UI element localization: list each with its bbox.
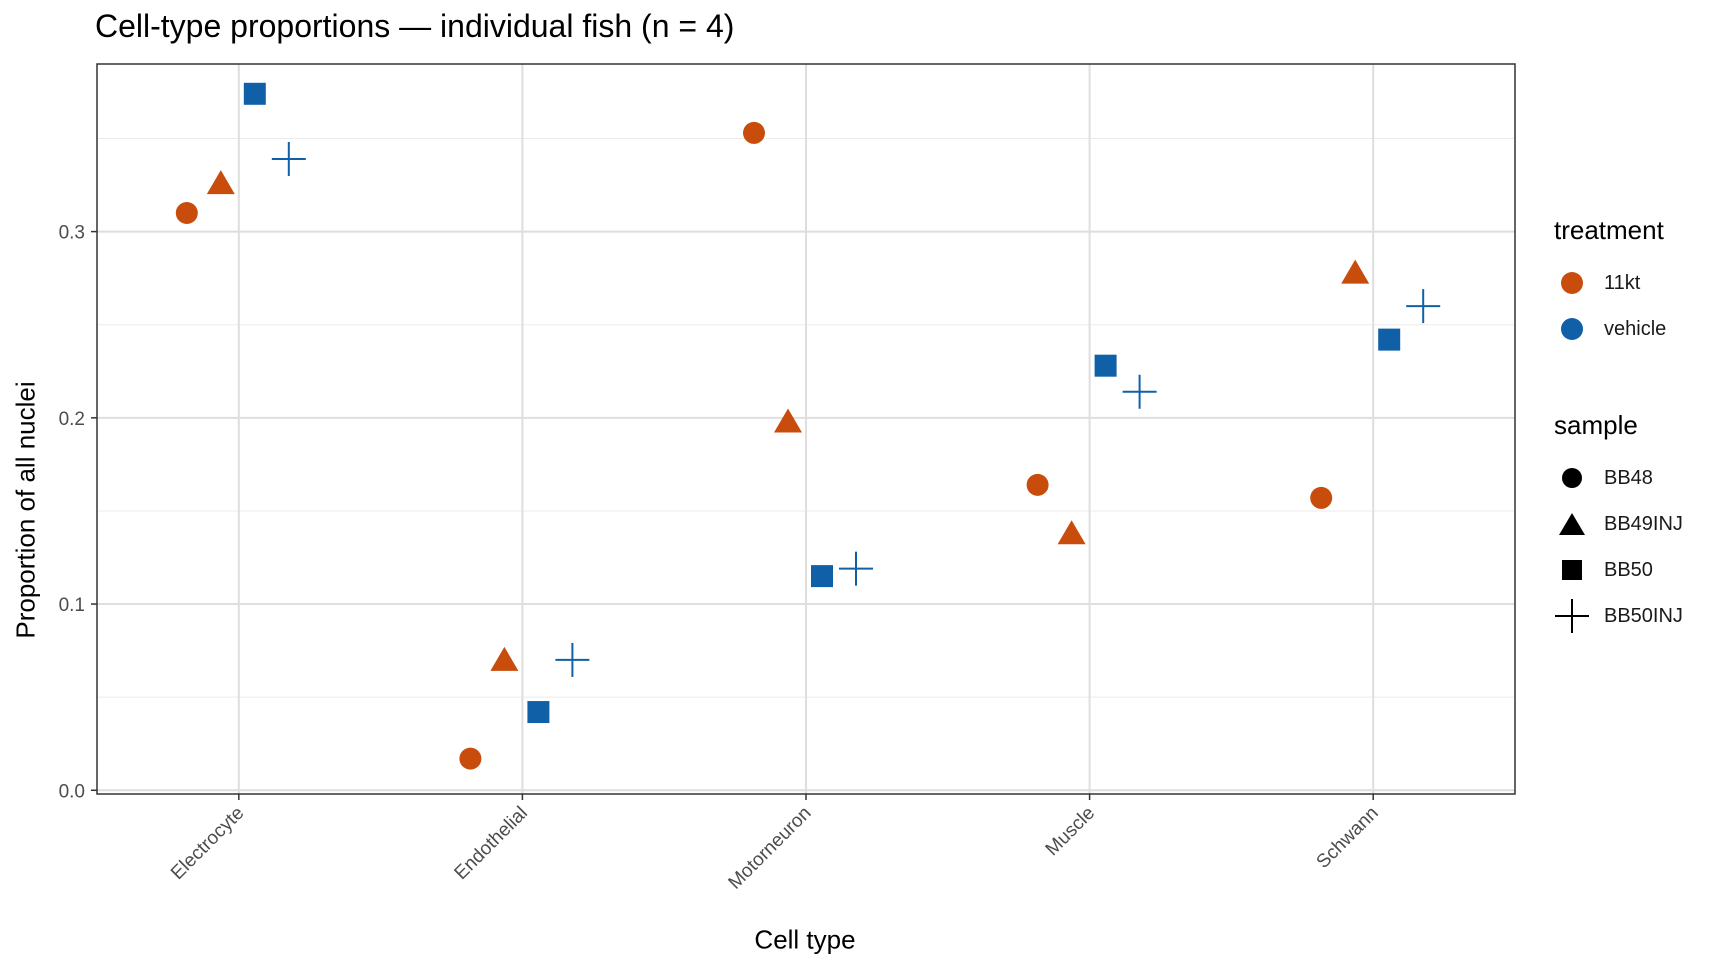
x-tick-label: Endothelial [451, 803, 532, 884]
data-point-bb50inj [555, 642, 590, 677]
x-axis-label: Cell type [754, 924, 856, 955]
legend-item-11kt: 11kt [1554, 260, 1666, 306]
data-point-bb48 [175, 201, 198, 224]
data-point-bb49inj [774, 408, 802, 433]
legend-item-bb50inj: BB50INJ [1554, 593, 1683, 639]
y-tick-label: 0.2 [59, 409, 85, 430]
chart-title: Cell-type proportions — individual fish … [95, 8, 735, 44]
circle-icon [1554, 460, 1590, 496]
x-tick-label: Motorneuron [725, 803, 816, 894]
data-point-bb48 [1310, 486, 1333, 509]
y-tick-label: 0.1 [59, 595, 85, 616]
legend-label-11kt: 11kt [1604, 271, 1641, 294]
y-tick-label: 0.3 [59, 223, 85, 244]
data-point-bb50 [243, 82, 266, 105]
legend-key-vehicle [1554, 311, 1590, 347]
legend-label-bb50: BB50 [1604, 558, 1653, 581]
x-tick-label: Electrocyte [167, 803, 248, 884]
legend-label-bb49inj: BB49INJ [1604, 512, 1683, 535]
legend-item-bb48: BB48 [1554, 455, 1683, 501]
legend-sample-title: sample [1554, 410, 1638, 440]
legend-item-bb49inj: BB49INJ [1554, 501, 1683, 547]
square-icon [1554, 552, 1590, 588]
data-point-bb50 [1378, 328, 1401, 351]
legend-label-bb48: BB48 [1604, 466, 1653, 489]
legend-sample: sample BB48 BB49INJ BB50 BB50INJ [1554, 410, 1683, 639]
legend-treatment-title: treatment [1554, 215, 1664, 245]
data-point-bb48 [459, 747, 482, 770]
y-axis-label: Proportion of all nuclei [10, 381, 41, 639]
legend-item-vehicle: vehicle [1554, 306, 1666, 352]
data-point-bb48 [743, 121, 765, 144]
legend-label-vehicle: vehicle [1604, 317, 1667, 340]
data-point-bb48 [1026, 473, 1049, 496]
triangle-icon [1554, 506, 1590, 542]
data-point-bb50inj [1122, 374, 1157, 409]
legend-key-11kt [1554, 265, 1590, 301]
legend-item-bb50: BB50 [1554, 547, 1683, 593]
legend-label-bb50inj: BB50INJ [1604, 604, 1683, 627]
data-point-bb50 [527, 701, 550, 724]
y-tick-label: 0.0 [59, 781, 85, 802]
data-point-bb50inj [839, 551, 873, 586]
x-tick-label: Schwann [1313, 803, 1383, 873]
data-point-bb49inj [490, 646, 519, 671]
data-point-bb50 [1094, 354, 1117, 377]
data-point-bb49inj [1341, 259, 1370, 284]
scatter-chart: 0.0 0.1 0.2 0.3 Electrocyte Endothelial Motorn… [59, 63, 1516, 894]
data-point-bb50inj [1406, 289, 1441, 324]
data-point-bb50inj [271, 141, 306, 176]
data-point-bb49inj [1057, 520, 1086, 545]
data-point-bb50 [811, 565, 833, 588]
x-tick-label: Muscle [1042, 803, 1099, 860]
data-point-bb49inj [206, 170, 235, 195]
plus-icon [1554, 598, 1590, 634]
legend-treatment: treatment 11kt vehicle [1554, 215, 1666, 352]
